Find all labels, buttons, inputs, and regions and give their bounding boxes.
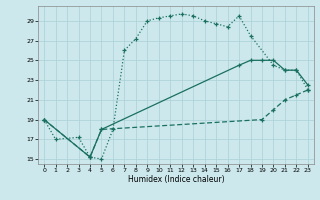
X-axis label: Humidex (Indice chaleur): Humidex (Indice chaleur) [128, 175, 224, 184]
